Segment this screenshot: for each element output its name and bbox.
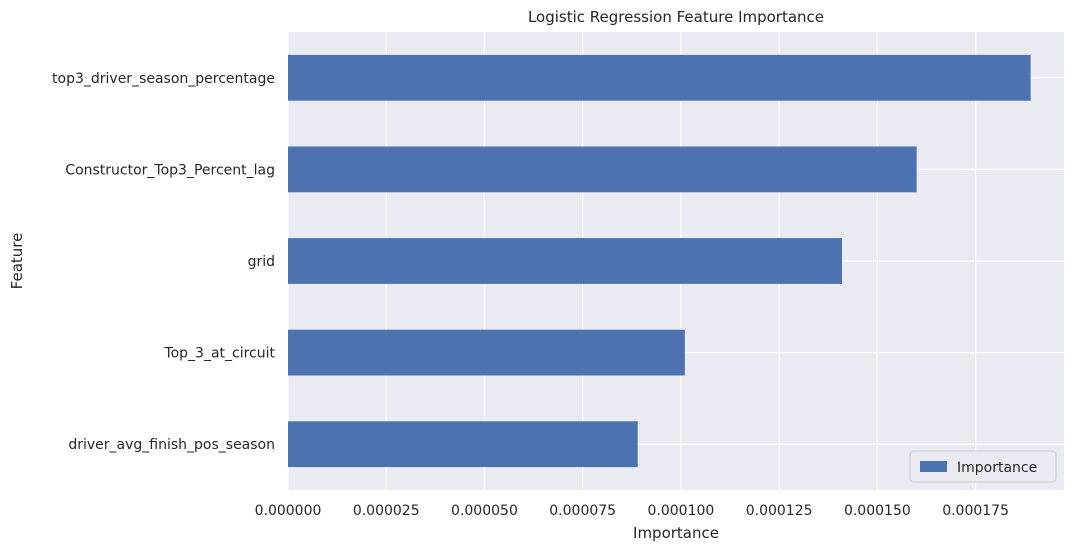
legend-swatch	[920, 461, 947, 472]
y-tick-label: grid	[248, 254, 275, 270]
y-tick-label: top3_driver_season_percentage	[52, 71, 275, 87]
bar	[288, 421, 638, 468]
y-tick-labels: top3_driver_season_percentage Constructor…	[52, 71, 275, 453]
x-tick-label: 0.000125	[746, 503, 813, 519]
bar	[288, 238, 843, 284]
y-axis-title: Feature	[8, 233, 26, 290]
x-tick-label: 0.000100	[648, 503, 715, 519]
x-tick-label: 0.000175	[942, 503, 1009, 519]
chart-title: Logistic Regression Feature Importance	[528, 8, 824, 26]
x-tick-label: 0.000075	[549, 503, 616, 519]
x-tick-label: 0.000025	[353, 503, 420, 519]
x-axis-title: Importance	[633, 524, 719, 542]
legend-label: Importance	[957, 460, 1037, 476]
bar	[288, 329, 685, 376]
bars	[288, 54, 1031, 468]
y-tick-label: Top_3_at_circuit	[163, 346, 275, 362]
bar	[288, 54, 1031, 101]
x-tick-label: 0.000000	[255, 503, 322, 519]
bar	[288, 146, 917, 193]
x-tick-label: 0.000050	[451, 503, 518, 519]
x-tick-labels: 0.000000 0.000025 0.000050 0.000075 0.000100…	[255, 503, 1009, 519]
legend-box	[909, 450, 1057, 483]
y-tick-label: Constructor_Top3_Percent_lag	[65, 162, 275, 178]
y-tick-label: driver_avg_finish_pos_season	[68, 437, 275, 453]
x-tick-label: 0.000150	[844, 503, 911, 519]
legend: Importance	[909, 450, 1057, 483]
